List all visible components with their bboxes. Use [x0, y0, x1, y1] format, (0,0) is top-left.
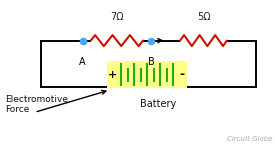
Text: Battery: Battery — [140, 99, 176, 109]
FancyBboxPatch shape — [107, 61, 187, 88]
Text: +: + — [108, 70, 117, 80]
Text: Circuit Globe: Circuit Globe — [227, 136, 272, 142]
Text: -: - — [180, 68, 185, 81]
Text: 7Ω: 7Ω — [110, 12, 124, 22]
Text: 5Ω: 5Ω — [197, 12, 210, 22]
Text: A: A — [79, 57, 86, 67]
Text: B: B — [148, 57, 155, 67]
Text: Electromotive
Force: Electromotive Force — [6, 95, 68, 114]
